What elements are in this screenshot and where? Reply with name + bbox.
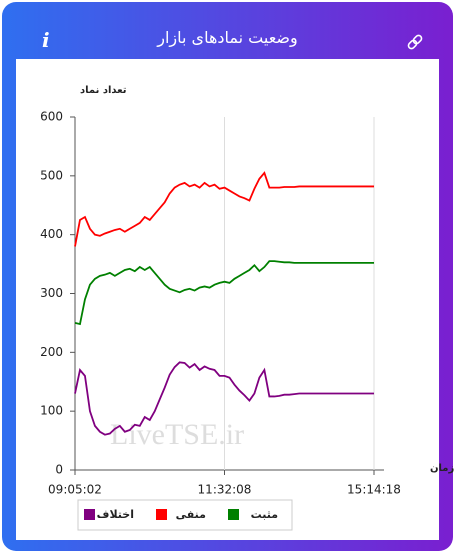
- line-series: [74, 171, 374, 247]
- legend-swatch: [156, 509, 167, 520]
- legend-label: اختلاف: [97, 508, 134, 521]
- legend-swatch: [228, 509, 239, 520]
- widget-frame: i وضعیت نمادهای بازار: [2, 2, 453, 551]
- x-tick-label: 15:14:18: [347, 483, 401, 497]
- x-axis-label: زمان: [430, 463, 454, 474]
- header-title: وضعیت نمادهای بازار: [157, 28, 298, 47]
- y-axis-label: تعداد نماد: [80, 85, 127, 96]
- y-tick-label: 200: [40, 345, 63, 359]
- watermark: LiveTSE.ir: [110, 418, 244, 451]
- legend-label: منفی: [176, 508, 206, 521]
- info-icon[interactable]: i: [42, 28, 50, 52]
- link-icon[interactable]: [2, 2, 453, 57]
- line-series: [74, 361, 374, 436]
- y-tick-label: 400: [40, 227, 63, 241]
- y-tick-label: 500: [40, 168, 63, 182]
- line-series: [74, 260, 374, 326]
- y-tick-label: 0: [55, 463, 63, 477]
- y-tick-label: 300: [40, 286, 63, 300]
- y-tick-label: 600: [40, 110, 63, 124]
- legend-swatch: [84, 509, 95, 520]
- legend: [77, 499, 293, 531]
- x-tick-label: 11:32:08: [198, 483, 252, 497]
- legend-label: مثبت: [251, 508, 278, 521]
- header: i وضعیت نمادهای بازار: [2, 2, 453, 57]
- chart-panel: [16, 59, 439, 540]
- y-tick-label: 100: [40, 404, 63, 418]
- x-tick-label: 09:05:02: [48, 483, 102, 497]
